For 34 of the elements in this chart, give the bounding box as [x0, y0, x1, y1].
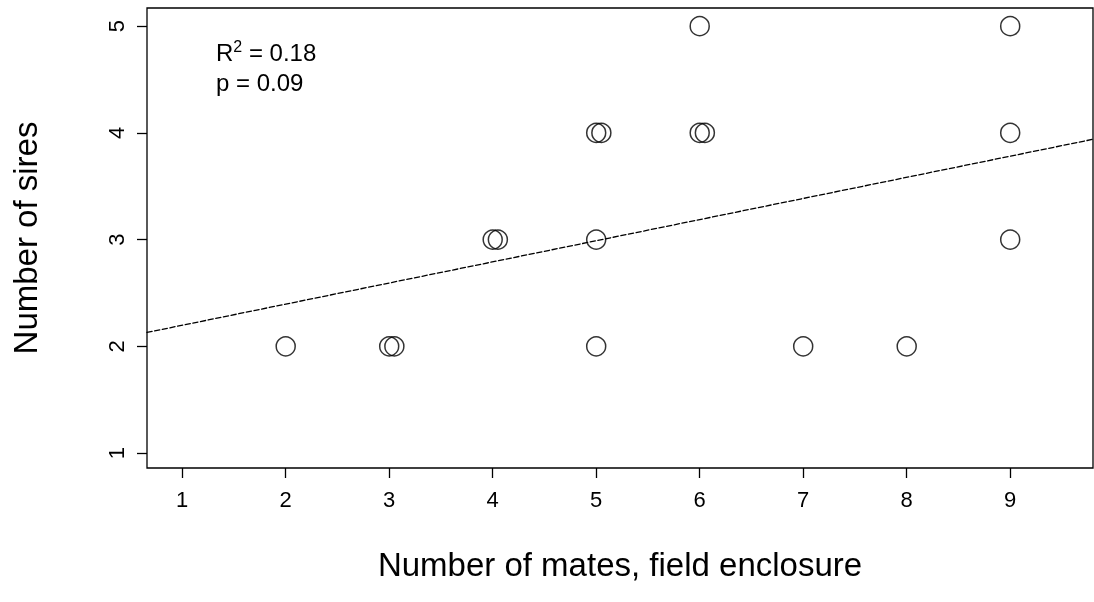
- point: [585, 229, 607, 250]
- y-tick-label: 3: [103, 233, 129, 246]
- x-tick-label: 3: [383, 486, 396, 512]
- x-tick-label: 6: [693, 486, 706, 512]
- x-tick-label: 7: [797, 486, 810, 512]
- point: [482, 229, 503, 250]
- y-tick-label: 1: [103, 446, 129, 460]
- x-tick-label: 8: [900, 486, 913, 512]
- point: [591, 122, 612, 144]
- point: [694, 122, 716, 144]
- point: [792, 336, 814, 357]
- point: [275, 336, 296, 357]
- point: [896, 336, 917, 357]
- y-tick-label: 4: [103, 126, 129, 139]
- annotation: p = 0.09: [216, 68, 304, 96]
- x-tick-label: 5: [590, 486, 603, 512]
- x-tick-label: 9: [1004, 486, 1017, 512]
- point: [999, 15, 1021, 37]
- point: [585, 122, 607, 144]
- point: [999, 122, 1021, 144]
- point: [585, 336, 607, 357]
- point: [384, 336, 405, 357]
- x-tick-label: 1: [176, 486, 189, 512]
- y-tick-label: 2: [103, 340, 129, 353]
- x-tick-label: 4: [486, 486, 499, 512]
- y-tick-label: 5: [103, 20, 129, 33]
- x-tick-label: 2: [279, 486, 292, 512]
- y-axis-title: Number of sires: [7, 121, 44, 355]
- point: [689, 122, 710, 144]
- point: [689, 15, 710, 37]
- point: [487, 229, 509, 250]
- point: [378, 336, 400, 357]
- point: [999, 229, 1021, 250]
- x-axis-title: Number of mates, field enclosure: [377, 546, 863, 583]
